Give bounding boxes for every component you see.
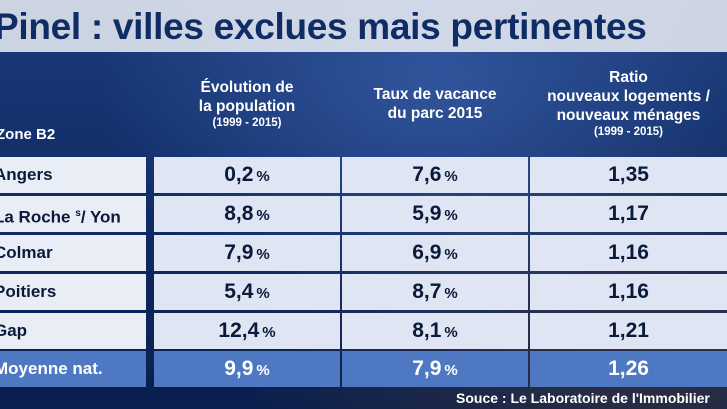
vacance-cell: 5,9% — [342, 196, 528, 232]
percent-sign: % — [256, 285, 270, 302]
percent-sign: % — [444, 362, 458, 379]
ratio-cell: 1,17 — [530, 196, 727, 232]
header-ratio-line3: nouveaux ménages — [556, 107, 701, 124]
city-name-pre: La Roche — [0, 207, 76, 227]
population-value: 8,8 — [224, 202, 254, 225]
header-ratio-line1: Ratio — [609, 69, 648, 86]
table-row: Angers 0,2% 7,6% 1,35 — [0, 157, 727, 193]
vacance-cell: 7,6% — [342, 157, 528, 193]
ratio-cell: 1,21 — [530, 313, 727, 349]
population-cell: 8,8% — [154, 196, 340, 232]
population-cell: 5,4% — [154, 274, 340, 310]
header-ratio-line2: nouveaux logements / — [547, 88, 710, 105]
ratio-cell: 1,26 — [530, 351, 727, 387]
source-note: Souce : Le Laboratoire de l'Immobilier — [456, 390, 710, 406]
population-value: 5,4 — [224, 280, 254, 303]
percent-sign: % — [256, 207, 270, 224]
ratio-value: 1,16 — [608, 241, 649, 264]
ratio-value: 1,21 — [608, 319, 649, 342]
average-label: Moyenne nat. — [0, 351, 146, 387]
vacance-cell: 6,9% — [342, 235, 528, 271]
percent-sign: % — [256, 362, 270, 379]
percent-sign: % — [444, 168, 458, 185]
city-name-sup: s — [75, 208, 81, 219]
vacance-value: 7,9 — [412, 357, 442, 380]
ratio-value: 1,35 — [608, 163, 649, 186]
city-name: La Roche s/ Yon — [0, 196, 146, 232]
vacance-cell: 8,1% — [342, 313, 528, 349]
percent-sign: % — [262, 324, 276, 341]
ratio-value: 1,17 — [608, 202, 649, 225]
population-value: 12,4 — [218, 319, 260, 342]
percent-sign: % — [444, 207, 458, 224]
population-cell: 0,2% — [154, 157, 340, 193]
header-vacance: Taux de vacance du parc 2015 — [342, 58, 528, 150]
header-population-line1: Évolution de — [200, 78, 294, 96]
city-name: Angers — [0, 157, 146, 193]
population-cell: 9,9% — [154, 351, 340, 387]
population-value: 7,9 — [224, 241, 254, 264]
vacance-value: 7,6 — [412, 163, 442, 186]
population-value: 0,2 — [224, 163, 254, 186]
vacance-value: 6,9 — [412, 241, 442, 264]
city-name: Colmar — [0, 235, 146, 271]
ratio-cell: 1,16 — [530, 235, 727, 271]
vacance-cell: 8,7% — [342, 274, 528, 310]
header-vacance-line1: Taux de vacance — [373, 86, 497, 103]
zone-label: Zone B2 — [0, 126, 56, 143]
vacance-value: 5,9 — [412, 202, 442, 225]
header-ratio-period: (1999 - 2015) — [593, 126, 664, 138]
header-ratio: Ratio nouveaux logements / nouveaux ména… — [530, 58, 727, 150]
percent-sign: % — [256, 168, 270, 185]
population-cell: 7,9% — [154, 235, 340, 271]
percent-sign: % — [444, 246, 458, 263]
ratio-cell: 1,35 — [530, 157, 727, 193]
population-cell: 12,4% — [154, 313, 340, 349]
percent-sign: % — [256, 246, 270, 263]
city-name: Gap — [0, 313, 146, 349]
ratio-value: 1,26 — [608, 357, 649, 380]
title-bar: Pinel : villes exclues mais pertinentes — [0, 0, 727, 52]
header-population: Évolution de la population (1999 - 2015) — [154, 58, 340, 150]
table-row: Colmar 7,9% 6,9% 1,16 — [0, 235, 727, 271]
average-row: Moyenne nat. 9,9% 7,9% 1,26 — [0, 351, 727, 387]
ratio-cell: 1,16 — [530, 274, 727, 310]
page-title: Pinel : villes exclues mais pertinentes — [0, 6, 647, 47]
table-row: Poitiers 5,4% 8,7% 1,16 — [0, 274, 727, 310]
vacance-value: 8,7 — [412, 280, 442, 303]
table-row: La Roche s/ Yon 8,8% 5,9% 1,17 — [0, 196, 727, 232]
table-row: Gap 12,4% 8,1% 1,21 — [0, 313, 727, 349]
ratio-value: 1,16 — [608, 280, 649, 303]
city-name: Poitiers — [0, 274, 146, 310]
percent-sign: % — [444, 285, 458, 302]
percent-sign: % — [444, 324, 458, 341]
header-population-line2: la population — [198, 97, 296, 115]
vacance-cell: 7,9% — [342, 351, 528, 387]
population-value: 9,9 — [224, 357, 254, 380]
vacance-value: 8,1 — [412, 319, 442, 342]
header-population-period: (1999 - 2015) — [212, 116, 282, 129]
city-name-post: / Yon — [80, 207, 121, 227]
header-vacance-line2: du parc 2015 — [387, 105, 483, 122]
